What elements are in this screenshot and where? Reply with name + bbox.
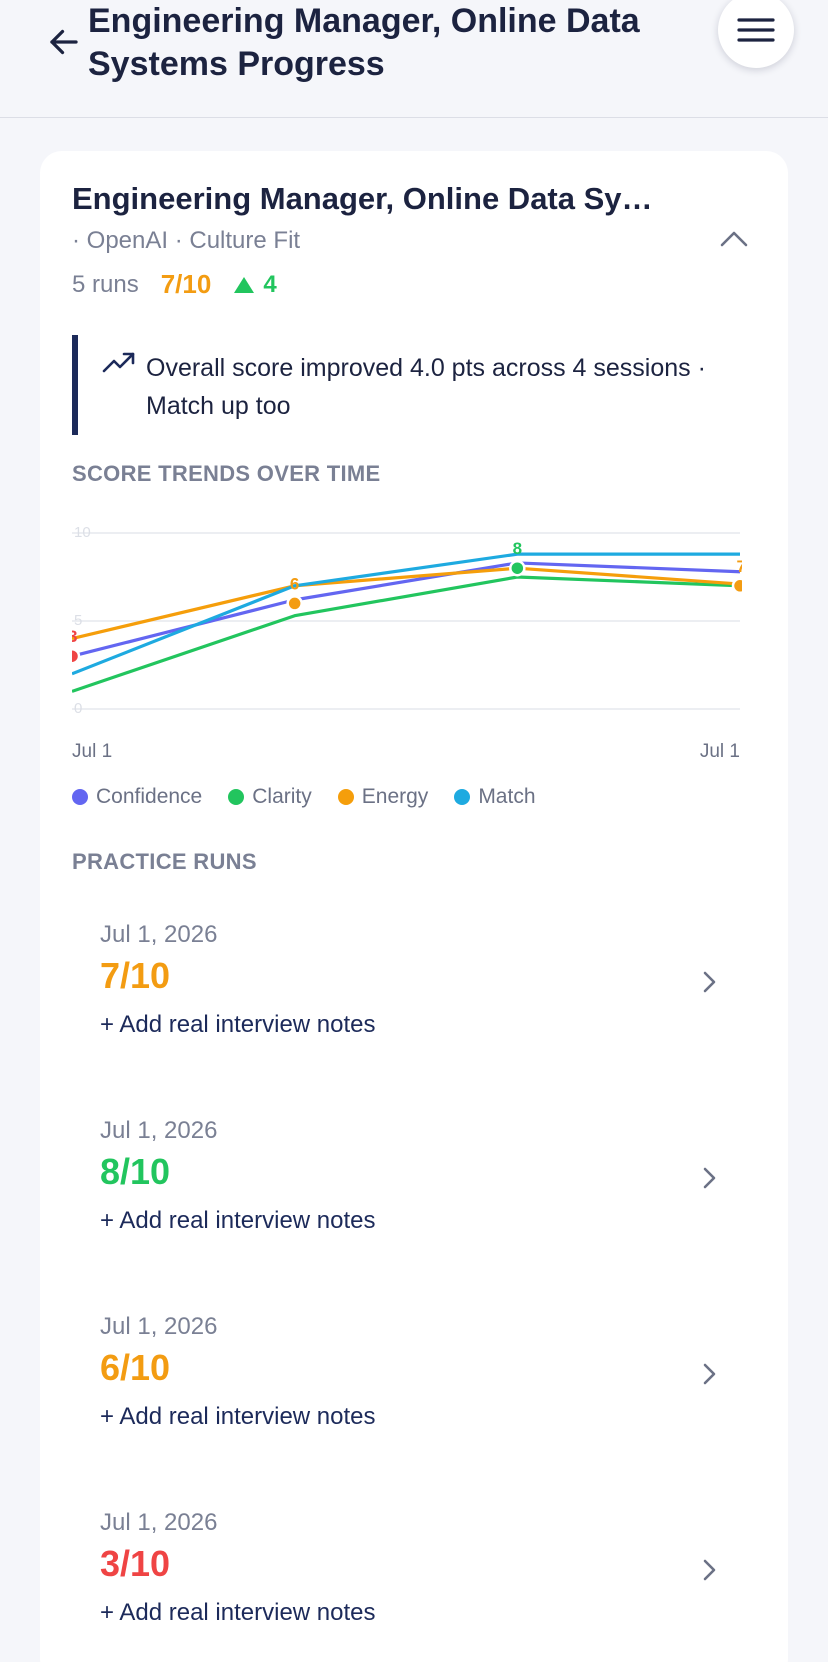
legend-dot <box>454 789 471 805</box>
series-line <box>71 566 741 641</box>
practice-run-item[interactable]: Jul 1, 2026 3/10 + Add real interview note… <box>72 1509 762 1659</box>
chevron-right-icon[interactable] <box>694 1163 724 1193</box>
card-title: Engineering Manager, Online Data Sy… <box>72 181 653 216</box>
run-date: Jul 1, 2026 <box>100 921 218 948</box>
legend-item: Match <box>454 785 536 809</box>
data-point <box>63 647 81 665</box>
stats-row: 5 runs 7/10 4 <box>72 269 277 300</box>
insight-callout: Overall score improved 4.0 pts across 4 … <box>72 335 762 435</box>
add-notes-link[interactable]: + Add real interview notes <box>100 1207 376 1234</box>
menu-button[interactable] <box>718 0 794 68</box>
hamburger-menu-icon <box>737 18 775 42</box>
series-line <box>71 561 741 658</box>
chevron-right-icon[interactable] <box>694 967 724 997</box>
data-point-label: 8 <box>513 539 522 558</box>
chevron-up-icon <box>720 231 748 247</box>
add-notes-link[interactable]: + Add real interview notes <box>100 1599 376 1626</box>
y-tick-label: 5 <box>74 612 82 629</box>
insight-text: Overall score improved 4.0 pts across 4 … <box>146 354 706 420</box>
practice-run-item[interactable]: Jul 1, 2026 7/10 + Add real interview note… <box>72 921 762 1071</box>
chevron-right-icon[interactable] <box>694 1359 724 1389</box>
progress-card: Engineering Manager, Online Data Sy… · O… <box>40 151 788 1662</box>
legend-label: Match <box>478 785 536 808</box>
collapse-button[interactable] <box>712 219 756 259</box>
practice-runs-section-label: PRACTICE RUNS <box>72 849 257 874</box>
score-trends-chart-svg: 10 5 0 3 6 8 7 Jul 1 Jul 1 <box>63 524 749 762</box>
run-score: 8/10 <box>100 1151 171 1192</box>
run-score: 6/10 <box>100 1347 171 1388</box>
practice-run-item[interactable]: Jul 1, 2026 8/10 + Add real interview note… <box>72 1117 762 1267</box>
card-subtitle: · OpenAI · Culture Fit <box>72 227 301 254</box>
run-score: 3/10 <box>100 1543 171 1584</box>
add-notes-link[interactable]: + Add real interview notes <box>100 1011 376 1038</box>
series-line <box>71 575 741 693</box>
trending-up-icon <box>102 352 135 373</box>
runs-count: 5 runs <box>72 270 139 298</box>
legend-label: Confidence <box>96 785 203 808</box>
score-delta: 4 <box>233 270 277 299</box>
back-button[interactable] <box>42 20 86 64</box>
x-tick-label: Jul 1 <box>72 741 112 761</box>
legend-dot <box>337 789 354 805</box>
chevron-right-icon[interactable] <box>694 1555 724 1585</box>
x-tick-label: Jul 1 <box>700 741 740 761</box>
score-trends-chart: 10 5 0 3 6 8 7 Jul 1 Jul 1 <box>63 501 749 762</box>
trends-section-label: SCORE TRENDS OVER TIME <box>72 461 381 486</box>
add-notes-link[interactable]: + Add real interview notes <box>100 1403 376 1430</box>
data-point-label: 7 <box>737 557 742 576</box>
page-title: Engineering Manager, Online Data Systems… <box>88 2 640 83</box>
data-point-label: 6 <box>290 574 299 593</box>
legend-label: Clarity <box>252 785 312 808</box>
run-date: Jul 1, 2026 <box>100 1117 218 1144</box>
data-point-label: 3 <box>72 627 77 646</box>
legend-dot <box>228 789 245 805</box>
legend-label: Energy <box>361 785 429 808</box>
chart-legend: Confidence Clarity Energy Match <box>72 785 562 809</box>
score-delta-value: 4 <box>263 270 277 298</box>
practice-run-item[interactable]: Jul 1, 2026 6/10 + Add real interview note… <box>72 1313 762 1463</box>
run-date: Jul 1, 2026 <box>100 1313 218 1340</box>
legend-dot <box>72 789 88 805</box>
legend-item: Clarity <box>228 785 312 809</box>
y-tick-label: 0 <box>74 700 82 717</box>
data-point <box>731 577 749 595</box>
series-line <box>71 552 740 676</box>
data-point <box>286 595 303 612</box>
run-date: Jul 1, 2026 <box>100 1509 218 1536</box>
triangle-up-icon <box>234 276 255 293</box>
legend-item: Energy <box>337 785 429 809</box>
arrow-left-icon <box>50 29 78 55</box>
y-tick-label: 10 <box>74 524 91 541</box>
legend-item: Confidence <box>72 785 202 809</box>
run-score: 7/10 <box>100 955 171 996</box>
average-score: 7/10 <box>160 269 212 299</box>
app-header: Engineering Manager, Online Data Systems… <box>0 0 828 118</box>
data-point <box>509 559 526 577</box>
